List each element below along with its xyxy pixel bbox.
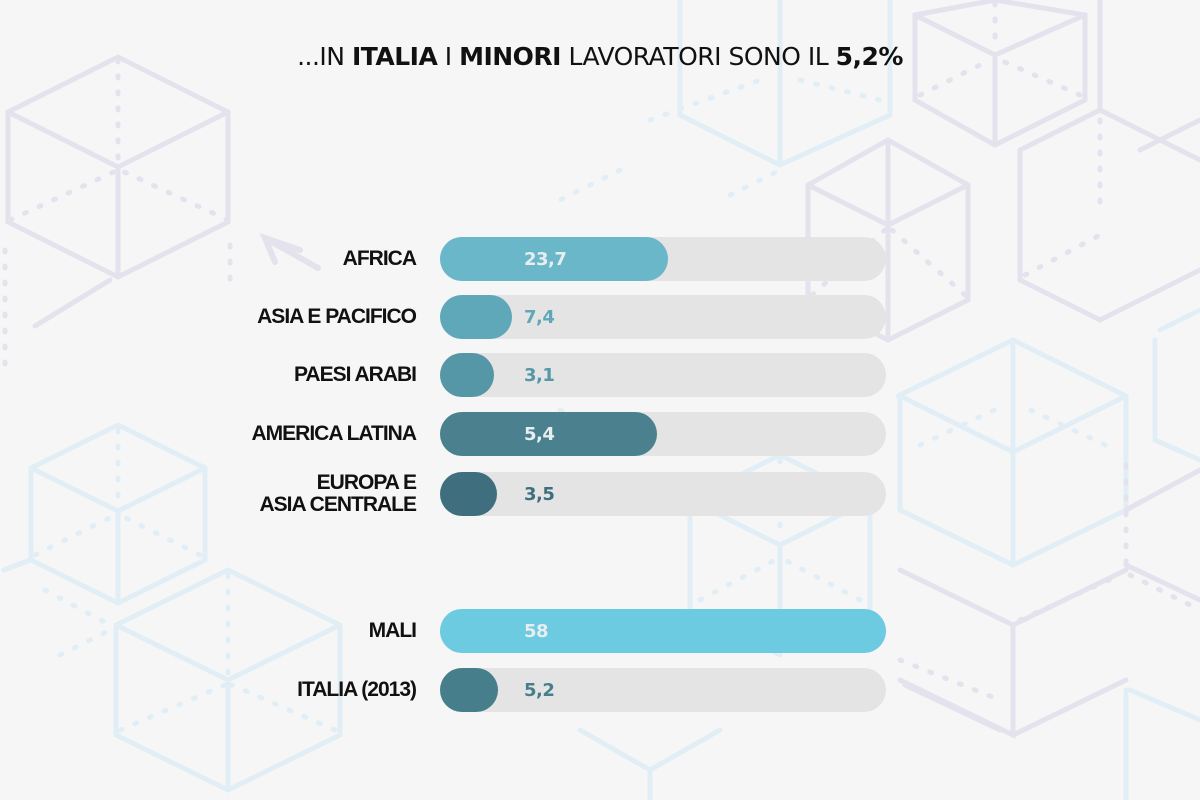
title-mid1: I (437, 42, 460, 71)
bar-row: ASIA E PACIFICO 7,4 (0, 295, 1200, 339)
bar-row: ITALIA (2013) 5,2 (0, 668, 1200, 712)
bar-fill (440, 237, 668, 281)
bar-row: PAESI ARABI 3,1 (0, 353, 1200, 397)
bar-label: MALI (368, 619, 417, 642)
bar-fill (440, 472, 497, 516)
bar-row: AFRICA 23,7 (0, 237, 1200, 281)
bar-track: 5,2 (440, 668, 886, 712)
title-minori: MINORI (459, 42, 561, 71)
bar-fill (440, 668, 498, 712)
bar-value: 23,7 (524, 248, 567, 270)
title-prefix: ...IN (297, 42, 352, 71)
bar-fill (440, 609, 886, 653)
bar-value: 5,2 (524, 679, 555, 701)
bar-value: 5,4 (524, 423, 555, 445)
bar-value: 58 (524, 620, 549, 642)
bar-track: 3,5 (440, 472, 886, 516)
bar-label: EUROPA E ASIA CENTRALE (259, 471, 417, 516)
bar-track: 5,4 (440, 412, 886, 456)
bar-value: 3,1 (524, 364, 555, 386)
bar-label: AFRICA (342, 247, 417, 270)
bar-fill (440, 412, 657, 456)
bar-track: 58 (440, 609, 886, 653)
bar-label: ASIA E PACIFICO (257, 305, 417, 328)
bar-row: AMERICA LATINA 5,4 (0, 412, 1200, 456)
title-mid2: LAVORATORI SONO IL (561, 42, 836, 71)
bar-row: MALI 58 (0, 609, 1200, 653)
title-italia: ITALIA (351, 42, 438, 71)
bar-fill (440, 353, 494, 397)
bar-track: 7,4 (440, 295, 886, 339)
chart-title: ...IN ITALIA I MINORI LAVORATORI SONO IL… (0, 42, 1200, 71)
bar-value: 3,5 (524, 483, 555, 505)
bar-fill (440, 295, 512, 339)
bar-track: 23,7 (440, 237, 886, 281)
bar-track: 3,1 (440, 353, 886, 397)
bar-label: AMERICA LATINA (251, 422, 417, 445)
bar-value: 7,4 (524, 306, 555, 328)
bar-label: ITALIA (2013) (297, 678, 417, 701)
bar-label: PAESI ARABI (293, 363, 417, 386)
bar-row: EUROPA E ASIA CENTRALE 3,5 (0, 472, 1200, 516)
title-percentage: 5,2% (835, 42, 904, 71)
